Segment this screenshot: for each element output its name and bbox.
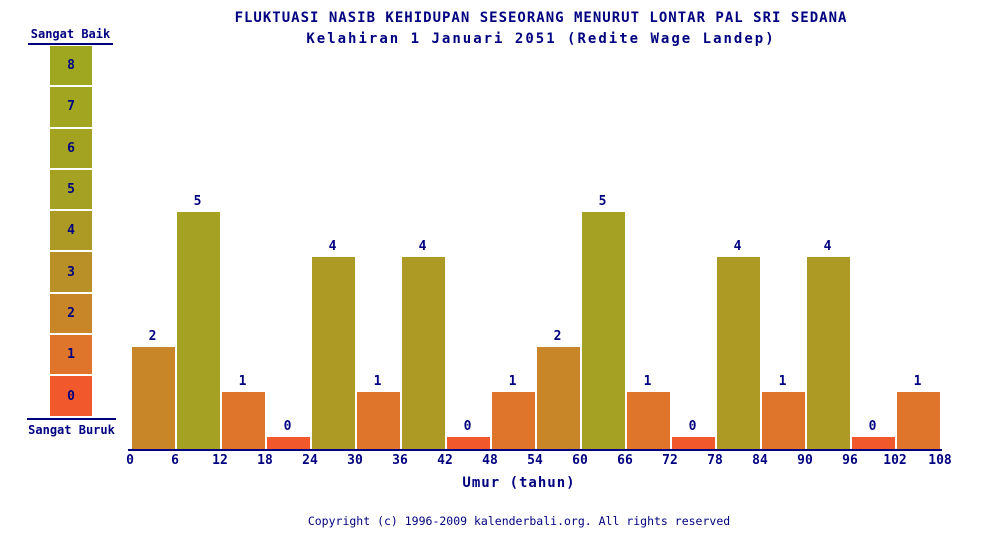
x-tick-72: 72 (662, 453, 678, 468)
bar-value-label: 1 (913, 374, 922, 389)
x-tick-96: 96 (842, 453, 858, 468)
bar-age-54-60 (537, 347, 580, 449)
legend-level-1: 1 (50, 335, 92, 375)
legend-level-3: 3 (50, 252, 92, 292)
bar-value-label: 2 (148, 329, 157, 344)
x-tick-78: 78 (707, 453, 723, 468)
x-tick-6: 6 (171, 453, 179, 468)
legend-best-label: Sangat Baik (30, 27, 111, 41)
bar-value-label: 1 (238, 374, 247, 389)
bar-value-label: 1 (643, 374, 652, 389)
bar-value-label: 5 (598, 194, 607, 209)
bar-age-102-108 (897, 392, 940, 449)
bar-age-0-6 (132, 347, 175, 449)
bar-value-label: 0 (688, 419, 697, 434)
legend-level-2: 2 (50, 293, 92, 334)
x-tick-66: 66 (617, 453, 633, 468)
legend-level-7: 7 (50, 87, 92, 127)
bar-age-66-72 (627, 392, 670, 449)
bar-value-label: 0 (868, 419, 877, 434)
x-tick-24: 24 (302, 453, 318, 468)
legend-bottom-rule (27, 418, 116, 420)
bar-age-72-78 (672, 437, 715, 449)
legend-level-8: 8 (50, 46, 92, 86)
bar-age-42-48 (447, 437, 490, 449)
chart-title: FLUKTUASI NASIB KEHIDUPAN SESEORANG MENU… (234, 10, 848, 26)
bar-age-30-36 (357, 392, 400, 449)
x-axis-ticks: 0 6 12 18 24 30 36 42 48 54 60 66 72 78 84 90 96 102 108 (126, 453, 952, 469)
bar-age-24-30 (312, 257, 355, 449)
bar-value-label: 4 (823, 239, 832, 254)
bar-age-90-96 (807, 257, 850, 449)
bar-value-label: 0 (463, 419, 472, 434)
bar-age-36-42 (402, 257, 445, 449)
bar-age-60-66 (582, 212, 625, 449)
x-tick-90: 90 (797, 453, 813, 468)
bar-value-label: 4 (733, 239, 742, 254)
x-tick-18: 18 (257, 453, 273, 468)
bar-age-48-54 (492, 392, 535, 449)
legend-level-0: 0 (50, 376, 92, 416)
x-tick-0: 0 (126, 453, 134, 468)
bar-value-label: 1 (373, 374, 382, 389)
bar-age-84-90 (762, 392, 805, 449)
bar-value-label: 4 (328, 239, 337, 254)
x-tick-12: 12 (212, 453, 228, 468)
bar-age-18-24 (267, 437, 310, 449)
x-axis-title: Umur (tahun) (462, 475, 576, 491)
legend-level-5: 5 (50, 169, 92, 210)
x-tick-54: 54 (527, 453, 543, 468)
x-tick-102: 102 (883, 453, 907, 468)
chart-subtitle: Kelahiran 1 Januari 2051 (Redite Wage La… (306, 31, 776, 47)
bar-value-label: 4 (418, 239, 427, 254)
legend-level-4: 4 (50, 211, 92, 251)
plot-area: 2 5 1 0 4 1 4 0 1 2 5 1 0 4 1 4 0 1 (130, 0, 942, 449)
bar-value-label: 0 (283, 419, 292, 434)
bar-age-78-84 (717, 257, 760, 449)
x-tick-42: 42 (437, 453, 453, 468)
bar-age-6-12 (177, 212, 220, 449)
bar-value-label: 5 (193, 194, 202, 209)
x-tick-60: 60 (572, 453, 588, 468)
x-tick-84: 84 (752, 453, 768, 468)
legend-level-6: 6 (50, 128, 92, 168)
x-tick-30: 30 (347, 453, 363, 468)
x-tick-108: 108 (928, 453, 952, 468)
bar-value-label: 1 (508, 374, 517, 389)
bar-age-12-18 (222, 392, 265, 449)
copyright-text: Copyright (c) 1996-2009 kalenderbali.org… (307, 514, 731, 528)
bar-age-96-102 (852, 437, 895, 449)
x-axis-line (128, 449, 942, 451)
legend-worst-label: Sangat Buruk (28, 423, 115, 437)
x-tick-48: 48 (482, 453, 498, 468)
bar-value-label: 2 (553, 329, 562, 344)
chart-header: FLUKTUASI NASIB KEHIDUPAN SESEORANG MENU… (74, 8, 1008, 50)
x-tick-36: 36 (392, 453, 408, 468)
bar-value-label: 1 (778, 374, 787, 389)
legend-top-rule (28, 43, 113, 45)
